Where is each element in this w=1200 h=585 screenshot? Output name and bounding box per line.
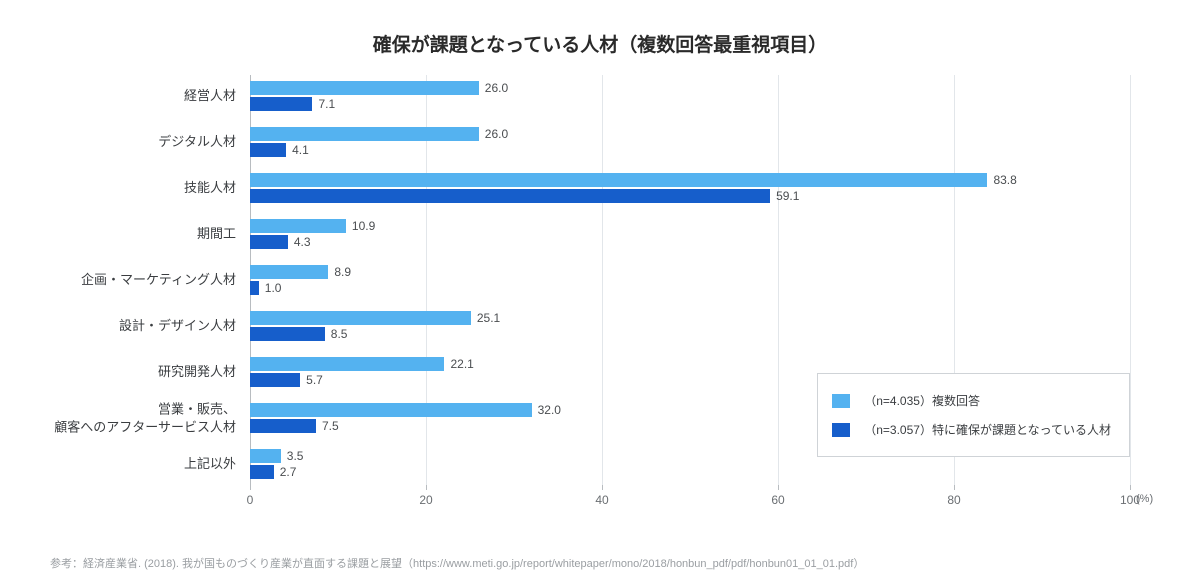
value-label: 2.7 (274, 465, 297, 479)
bar-series-a: 83.8 (250, 173, 987, 187)
bar-series-a: 26.0 (250, 127, 479, 141)
bar-series-a: 3.5 (250, 449, 281, 463)
legend-swatch (832, 394, 850, 408)
value-label: 5.7 (300, 373, 323, 387)
category-label: 研究開発人材 (10, 363, 250, 381)
x-tick-label: 40 (595, 485, 608, 507)
value-label: 4.1 (286, 143, 309, 157)
bar-series-a: 10.9 (250, 219, 346, 233)
value-label: 7.1 (312, 97, 335, 111)
x-tick-label: 80 (947, 485, 960, 507)
bar-series-a: 22.1 (250, 357, 444, 371)
bar-series-b: 4.1 (250, 143, 286, 157)
value-label: 8.9 (328, 265, 351, 279)
value-label: 59.1 (770, 189, 799, 203)
category-row: 企画・マーケティング人材8.91.0 (250, 259, 1130, 301)
category-row: 技能人材83.859.1 (250, 167, 1130, 209)
category-label: 営業・販売、 顧客へのアフターサービス人材 (10, 400, 250, 435)
gridline (1130, 75, 1131, 485)
value-label: 25.1 (471, 311, 500, 325)
value-label: 22.1 (444, 357, 473, 371)
bar-series-b: 59.1 (250, 189, 770, 203)
x-axis-unit: (%) (1130, 485, 1153, 505)
legend-label: （n=4.035）複数回答 (864, 392, 980, 409)
legend-swatch (832, 423, 850, 437)
value-label: 10.9 (346, 219, 375, 233)
value-label: 26.0 (479, 127, 508, 141)
category-row: 経営人材26.07.1 (250, 75, 1130, 117)
bar-series-b: 7.1 (250, 97, 312, 111)
category-label: 経営人材 (10, 87, 250, 105)
category-label: 企画・マーケティング人材 (10, 271, 250, 289)
legend-label: （n=3.057）特に確保が課題となっている人材 (864, 421, 1111, 438)
chart-area: 020406080100経営人材26.07.1デジタル人材26.04.1技能人材… (250, 75, 1130, 515)
category-label: 設計・デザイン人材 (10, 317, 250, 335)
legend: （n=4.035）複数回答 （n=3.057）特に確保が課題となっている人材 (817, 373, 1130, 457)
bar-series-a: 8.9 (250, 265, 328, 279)
x-tick-label: 60 (771, 485, 784, 507)
value-label: 4.3 (288, 235, 311, 249)
x-tick-label: 0 (247, 485, 254, 507)
legend-item: （n=3.057）特に確保が課題となっている人材 (832, 415, 1111, 444)
source-citation: 参考：経済産業省. (2018). 我が国ものづくり産業が直面する課題と展望（h… (50, 555, 864, 571)
legend-item: （n=4.035）複数回答 (832, 386, 1111, 415)
value-label: 1.0 (259, 281, 282, 295)
chart-title: 確保が課題となっている人材（複数回答最重視項目） (0, 0, 1200, 75)
value-label: 7.5 (316, 419, 339, 433)
bar-series-b: 4.3 (250, 235, 288, 249)
bar-series-b: 7.5 (250, 419, 316, 433)
bar-series-b: 1.0 (250, 281, 259, 295)
plot-region: 020406080100経営人材26.07.1デジタル人材26.04.1技能人材… (250, 75, 1130, 485)
value-label: 26.0 (479, 81, 508, 95)
bar-series-b: 5.7 (250, 373, 300, 387)
x-tick-label: 20 (419, 485, 432, 507)
category-label: 期間工 (10, 225, 250, 243)
value-label: 3.5 (281, 449, 304, 463)
value-label: 83.8 (987, 173, 1016, 187)
category-label: デジタル人材 (10, 133, 250, 151)
value-label: 8.5 (325, 327, 348, 341)
category-label: 上記以外 (10, 455, 250, 473)
bar-series-a: 26.0 (250, 81, 479, 95)
bar-series-a: 32.0 (250, 403, 532, 417)
category-label: 技能人材 (10, 179, 250, 197)
category-row: デジタル人材26.04.1 (250, 121, 1130, 163)
bar-series-a: 25.1 (250, 311, 471, 325)
value-label: 32.0 (532, 403, 561, 417)
category-row: 期間工10.94.3 (250, 213, 1130, 255)
bar-series-b: 8.5 (250, 327, 325, 341)
bar-series-b: 2.7 (250, 465, 274, 479)
category-row: 設計・デザイン人材25.18.5 (250, 305, 1130, 347)
